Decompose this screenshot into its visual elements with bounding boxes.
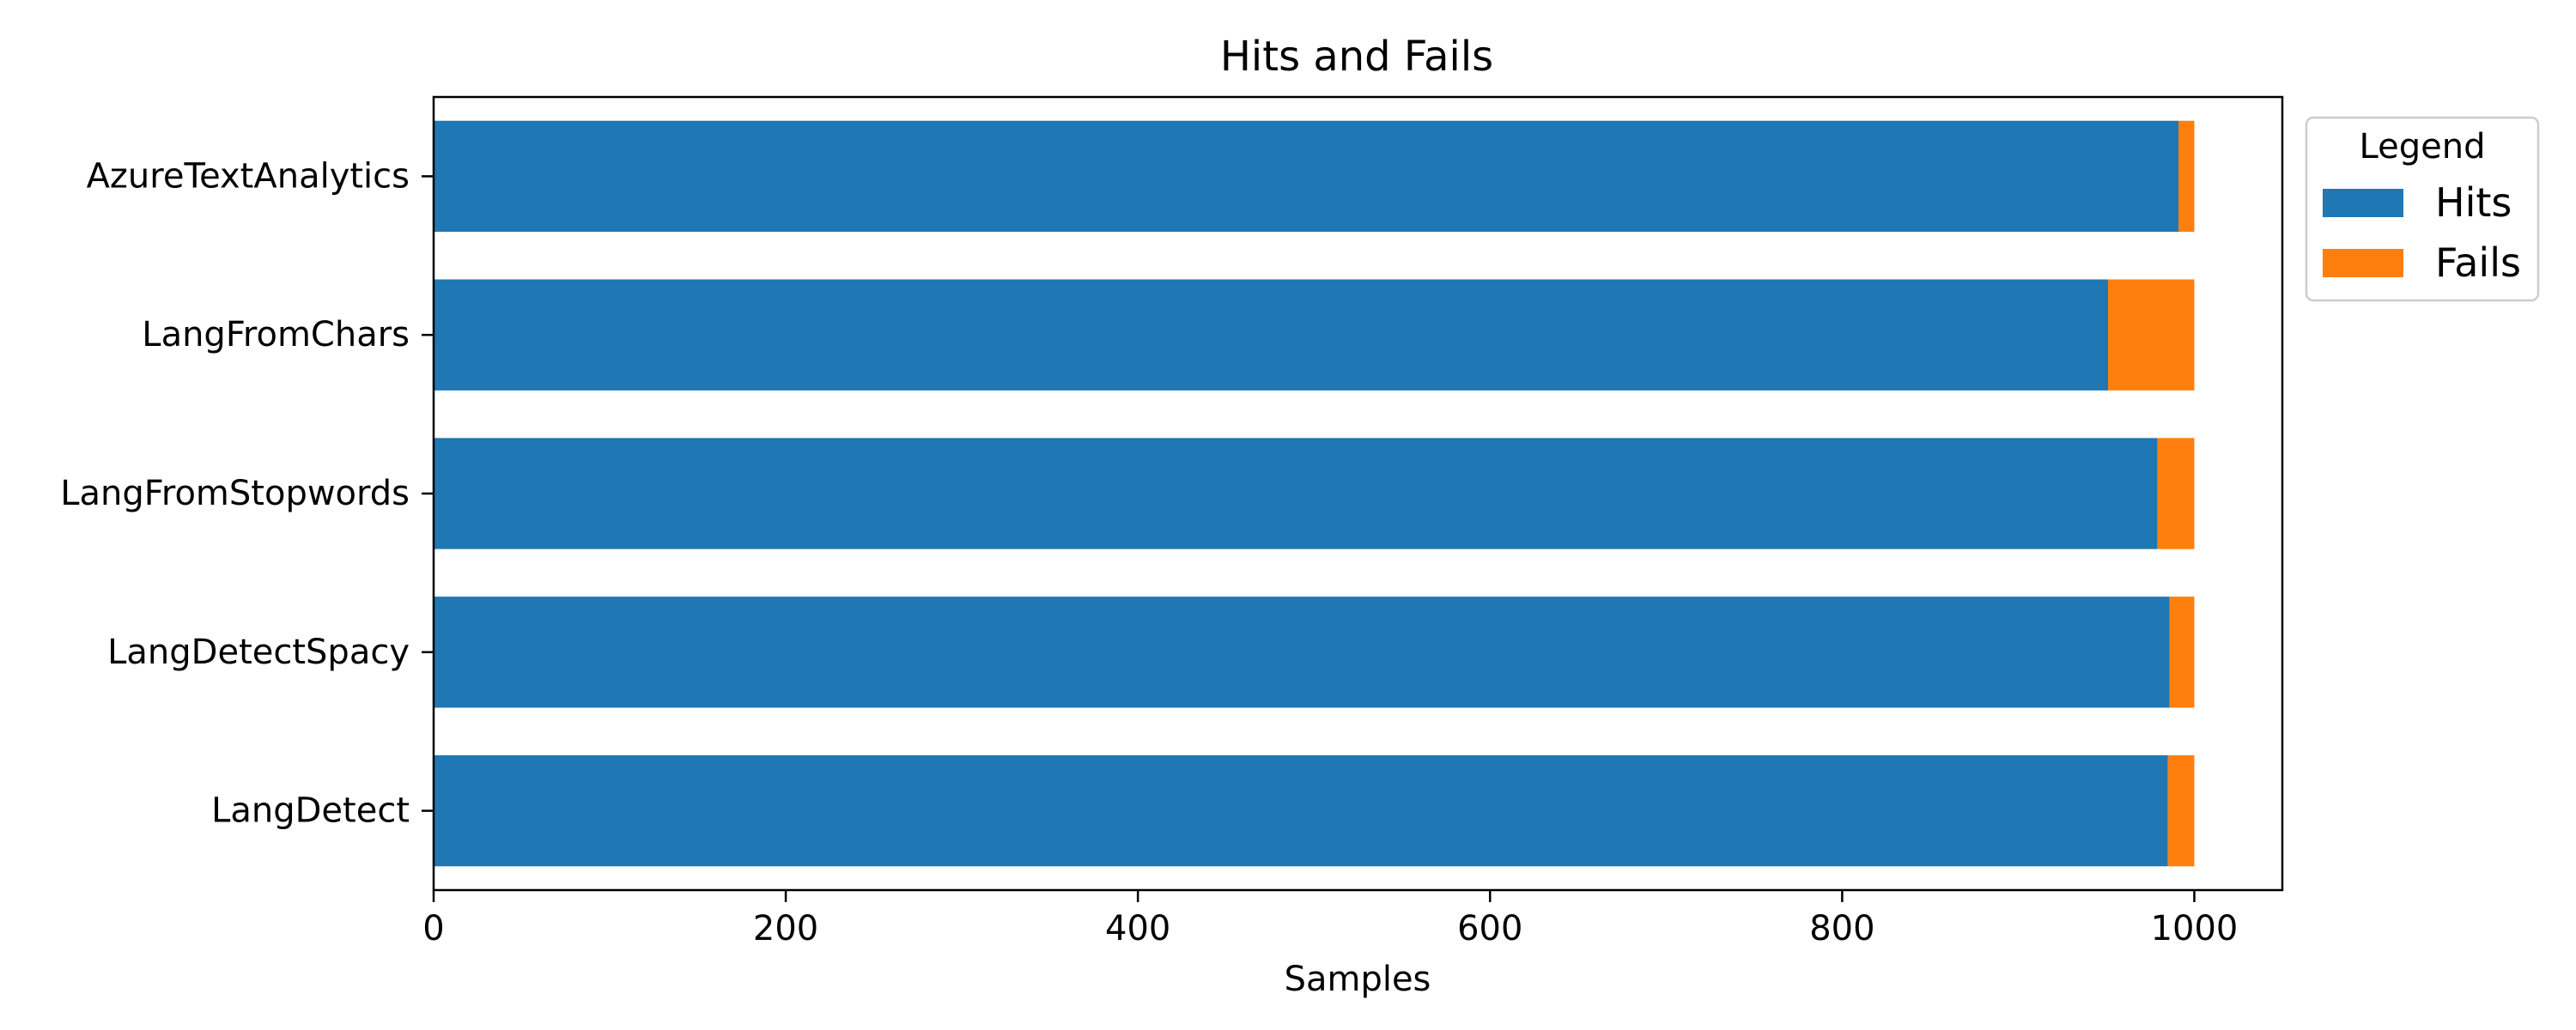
bar-lang-detect-fails bbox=[2167, 754, 2195, 867]
bars-layer bbox=[434, 120, 2195, 867]
x-tick-label: 1000 bbox=[2151, 909, 2239, 948]
y-axis: AzureTextAnalytics LangFromChars LangFromS… bbox=[60, 156, 434, 831]
bar-lang-detect-spacy-hits bbox=[434, 597, 2170, 708]
x-axis-label: Samples bbox=[1285, 960, 1431, 999]
bar-lang-from-chars-fails bbox=[2108, 279, 2195, 391]
y-tick-label: AzureTextAnalytics bbox=[87, 156, 410, 196]
y-tick-label: LangDetect bbox=[211, 791, 410, 831]
y-tick-label: LangFromChars bbox=[142, 315, 410, 354]
bar-lang-from-stopwords-fails bbox=[2157, 438, 2195, 549]
legend-swatch-hits bbox=[2323, 189, 2403, 217]
y-tick-label: LangFromStopwords bbox=[60, 474, 410, 513]
legend: Legend Hits Fails bbox=[2305, 116, 2540, 302]
x-axis: 0 200 400 600 800 1000 bbox=[422, 890, 2238, 948]
x-tick-label: 0 bbox=[422, 909, 444, 948]
bar-azure-text-analytics-hits bbox=[434, 120, 2179, 233]
legend-label-fails: Fails bbox=[2435, 239, 2521, 286]
bar-lang-detect-hits bbox=[434, 754, 2168, 867]
legend-label-hits: Hits bbox=[2435, 179, 2512, 226]
bar-azure-text-analytics-fails bbox=[2178, 120, 2195, 233]
bar-lang-from-chars-hits bbox=[434, 279, 2109, 391]
legend-items: Hits Fails bbox=[2323, 179, 2521, 286]
bar-lang-detect-spacy-fails bbox=[2169, 597, 2195, 708]
chart-title: Hits and Fails bbox=[1220, 33, 1493, 81]
x-tick-label: 200 bbox=[753, 909, 818, 948]
y-tick-label: LangDetectSpacy bbox=[107, 633, 410, 672]
bar-lang-from-stopwords-hits bbox=[434, 438, 2158, 549]
legend-swatch-fails bbox=[2323, 249, 2403, 277]
x-tick-label: 600 bbox=[1457, 909, 1522, 948]
x-tick-label: 400 bbox=[1105, 909, 1170, 948]
legend-title: Legend bbox=[2360, 127, 2486, 167]
x-tick-label: 800 bbox=[1809, 909, 1874, 948]
